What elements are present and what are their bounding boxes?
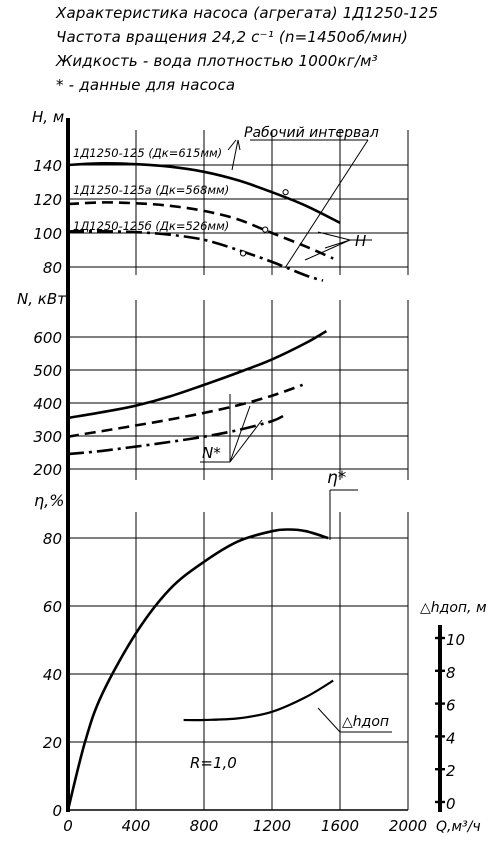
callout-leader xyxy=(229,405,251,463)
y-tick-label: 100 xyxy=(33,225,62,243)
curve-point-marker xyxy=(240,250,247,257)
npsh-axis-dot xyxy=(437,799,443,805)
callout-leader xyxy=(229,419,263,463)
n-curve-callout: N* xyxy=(202,444,221,462)
chart-grid xyxy=(68,130,409,811)
curve-panel0-series1 xyxy=(67,201,334,260)
work-interval-leader xyxy=(227,139,237,151)
npsh-axis-dot xyxy=(437,767,443,772)
y-tick-label: 200 xyxy=(33,461,62,479)
y-tick-label: 400 xyxy=(33,395,62,413)
x-tick-label: 2000 xyxy=(389,817,427,835)
npsh-tick-label: 8 xyxy=(446,664,456,682)
h-curve-callout: H xyxy=(355,232,366,250)
rotation-speed-note: Частота вращения 24,2 с⁻¹ (n=1450об/мин) xyxy=(56,28,409,46)
y-tick-label: 600 xyxy=(33,329,62,347)
h-axis-label: H, м xyxy=(32,108,64,126)
npsh-tick-label: 10 xyxy=(446,631,465,649)
chart-tick-labels: 8010012014020030040050060002040608002468… xyxy=(33,157,465,835)
x-tick-label: 800 xyxy=(190,817,219,835)
curve-panel0-series2 xyxy=(67,229,324,282)
curve-panel2-series0 xyxy=(66,528,329,811)
curve-point-marker xyxy=(262,226,269,233)
npsh-axis-label: △hдоп, м xyxy=(420,600,487,616)
y-tick-label: 120 xyxy=(33,191,62,209)
series-label-125: 1Д1250-125 (Дк=615мм) xyxy=(73,146,222,160)
x-tick-label: 0 xyxy=(63,817,73,835)
npsh-axis-dot xyxy=(437,635,443,641)
chart-axes xyxy=(66,118,445,812)
y-tick-label: 300 xyxy=(33,428,62,446)
y-tick-label: 40 xyxy=(43,666,62,684)
x-tick-label: 1200 xyxy=(253,817,291,835)
npsh-curve-callout: △hдоп xyxy=(342,714,389,730)
curve-panel1-series2 xyxy=(67,413,287,456)
curve-panel3-series0 xyxy=(183,679,334,722)
callout-leader xyxy=(317,707,341,733)
asterisk-note: * - данные для насоса xyxy=(56,76,236,94)
y-tick-label: 140 xyxy=(33,157,62,175)
curve-panel0-series0 xyxy=(67,161,341,224)
y-tick-label: 80 xyxy=(43,259,62,277)
y-tick-label: 0 xyxy=(52,802,62,820)
callout-leader xyxy=(304,239,351,261)
x-axis-label: Q,м³/ч xyxy=(436,819,481,835)
npsh-tick-label: 6 xyxy=(446,697,456,715)
y-tick-label: 80 xyxy=(43,530,62,548)
npsh-tick-label: 2 xyxy=(446,762,456,780)
work-interval-label: Рабочий интервал xyxy=(244,125,379,141)
n-axis-label: N, кВт xyxy=(17,290,67,308)
npsh-axis-dot xyxy=(437,734,443,739)
callout-leader xyxy=(317,231,351,241)
series-label-125b: 1Д1250-125б (Дк=526мм) xyxy=(73,219,229,233)
curve-panel1-series0 xyxy=(67,329,328,420)
eta-axis-label: η,% xyxy=(34,491,64,510)
work-interval-leader xyxy=(231,139,239,171)
npsh-tick-label: 0 xyxy=(446,795,456,813)
fluid-note: Жидкость - вода плотностью 1000кг/м³ xyxy=(56,52,378,70)
callout-leader xyxy=(324,239,351,249)
curve-point-marker xyxy=(282,189,289,196)
series-label-125a: 1Д1250-125а (Дк=568мм) xyxy=(73,183,229,197)
y-tick-label: 60 xyxy=(43,598,62,616)
x-tick-label: 400 xyxy=(122,817,151,835)
y-tick-label: 500 xyxy=(33,362,62,380)
work-interval-leader xyxy=(237,139,241,151)
x-tick-label: 1600 xyxy=(321,817,359,835)
chart-curves xyxy=(66,139,443,811)
npsh-tick-label: 4 xyxy=(446,729,456,747)
y-tick-label: 20 xyxy=(43,734,62,752)
npsh-axis-dot xyxy=(437,701,443,706)
chart-title: Характеристика насоса (агрегата) 1Д1250-… xyxy=(56,4,439,22)
r-parameter-label: R=1,0 xyxy=(190,754,237,772)
eta-curve-callout: η* xyxy=(327,468,346,488)
work-interval-leader xyxy=(284,139,369,269)
curve-panel1-series1 xyxy=(67,383,304,438)
npsh-axis-dot xyxy=(437,668,443,673)
